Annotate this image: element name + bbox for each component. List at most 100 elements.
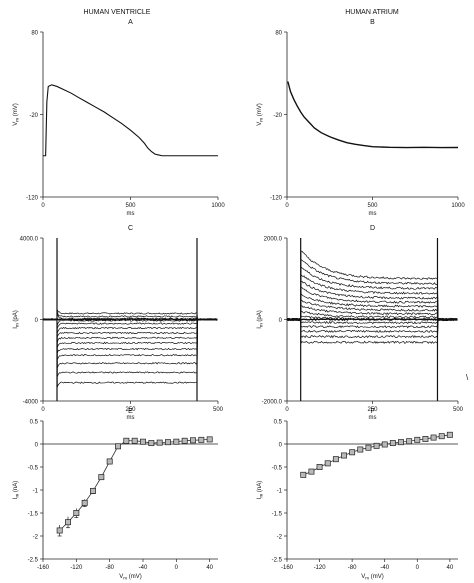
- current-trace: [286, 266, 458, 321]
- data-point: [438, 433, 445, 440]
- current-trace: [42, 318, 218, 334]
- x-tick-label: 40: [447, 565, 454, 571]
- x-tick-label: 500: [125, 203, 136, 209]
- data-point: [406, 438, 413, 445]
- y-axis-label: Im (nA): [257, 481, 264, 499]
- x-tick-label: -80: [105, 565, 114, 571]
- y-tick-label: -1: [33, 489, 39, 495]
- data-point: [173, 438, 180, 445]
- current-trace: [286, 318, 458, 333]
- current-trace: [42, 318, 218, 368]
- current-trace: [42, 309, 218, 321]
- y-tick-label: -2: [33, 535, 39, 541]
- y-tick-label: 0.5: [274, 420, 283, 426]
- y-tick-label: 0: [35, 443, 39, 449]
- x-tick-label: 250: [125, 407, 136, 413]
- header-right: HUMAN ATRIUM: [345, 9, 399, 16]
- y-tick-label: -4000: [23, 400, 39, 406]
- x-tick-label: 0: [41, 203, 45, 209]
- x-tick-label: -120: [70, 565, 83, 571]
- x-axis-label: Vm (mV): [119, 574, 141, 581]
- x-tick-label: 0: [285, 407, 289, 413]
- current-trace: [42, 318, 218, 337]
- x-tick-label: 0: [285, 203, 289, 209]
- x-tick-label: -40: [139, 565, 148, 571]
- data-point: [332, 456, 339, 463]
- y-tick-label: -20: [273, 113, 282, 119]
- data-point: [190, 437, 196, 444]
- current-trace: [286, 287, 458, 322]
- data-point: [181, 437, 188, 444]
- trace-line: [43, 84, 218, 157]
- stray-mark: \: [466, 373, 469, 382]
- data-point: [165, 439, 171, 446]
- data-point: [98, 474, 105, 481]
- data-point: [446, 431, 453, 438]
- panel-a: A -120 -20 80 0 500 1000 ms Vm (mV): [13, 19, 225, 217]
- y-axis-label: Vm (mV): [13, 103, 20, 125]
- data-point: [156, 439, 163, 446]
- y-axis-label: Im (pA): [257, 310, 264, 328]
- panel-label: A: [128, 19, 133, 26]
- current-trace: [42, 318, 218, 330]
- y-tick-label: 80: [275, 31, 282, 37]
- y-tick-label: -2.5: [272, 558, 283, 564]
- panel-label: C: [128, 225, 133, 232]
- holding-trace: [286, 317, 458, 322]
- x-tick-label: 1000: [451, 203, 465, 209]
- panel-label: F: [370, 408, 374, 415]
- current-trace: [286, 317, 458, 329]
- y-tick-label: 80: [31, 31, 38, 37]
- data-point: [389, 440, 396, 447]
- data-point: [123, 437, 130, 444]
- y-tick-label: 4000.0: [20, 237, 39, 243]
- panel-f: F 0.5 0 -0.5 -1 -1.5 -2 -2.5-160 -120 -80 -40 0 40 Vm…: [257, 408, 458, 581]
- current-trace: [42, 318, 218, 353]
- data-point: [131, 437, 138, 444]
- current-trace: [286, 292, 458, 322]
- current-trace: [42, 318, 218, 377]
- panel-b: B -120 -20 80 0 500 1000 ms Vm (mV): [257, 19, 465, 217]
- y-axis-label: Im (pA): [13, 310, 20, 328]
- current-trace: [286, 273, 458, 322]
- data-point: [430, 434, 437, 441]
- current-trace: [42, 318, 218, 343]
- panel-label: D: [370, 225, 375, 232]
- data-point: [414, 436, 421, 443]
- data-point: [373, 442, 380, 449]
- data-point: [90, 487, 96, 494]
- iv-curve: [59, 439, 210, 531]
- data-point: [148, 440, 155, 447]
- x-tick-label: -40: [380, 565, 389, 571]
- data-point: [349, 449, 356, 456]
- y-tick-label: -0.5: [272, 466, 283, 472]
- current-trace: [286, 280, 458, 322]
- y-axis-label: Vm (mV): [257, 103, 264, 125]
- y-axis-label: Im (nA): [13, 481, 20, 499]
- y-tick-label: 0.5: [30, 420, 39, 426]
- y-tick-label: -1.5: [272, 512, 283, 518]
- x-tick-label: 0: [175, 565, 179, 571]
- current-trace: [286, 258, 458, 322]
- data-point: [198, 436, 205, 443]
- data-point: [73, 510, 80, 516]
- data-point: [300, 471, 307, 478]
- y-tick-label: -2000.0: [262, 400, 283, 406]
- y-tick-label: -2: [277, 535, 283, 541]
- x-tick-label: 0: [41, 407, 45, 413]
- data-point: [324, 460, 331, 467]
- panel-label: E: [128, 408, 133, 415]
- x-tick-label: 40: [206, 565, 213, 571]
- x-tick-label: -160: [281, 565, 294, 571]
- data-point: [381, 441, 388, 448]
- current-trace: [286, 317, 458, 325]
- y-tick-label: -1.5: [28, 512, 39, 518]
- data-point: [422, 435, 429, 442]
- data-point: [398, 439, 404, 446]
- data-point: [357, 446, 364, 453]
- x-axis-label: ms: [127, 415, 135, 421]
- x-tick-label: 0: [416, 565, 420, 571]
- y-tick-label: 0: [279, 318, 283, 324]
